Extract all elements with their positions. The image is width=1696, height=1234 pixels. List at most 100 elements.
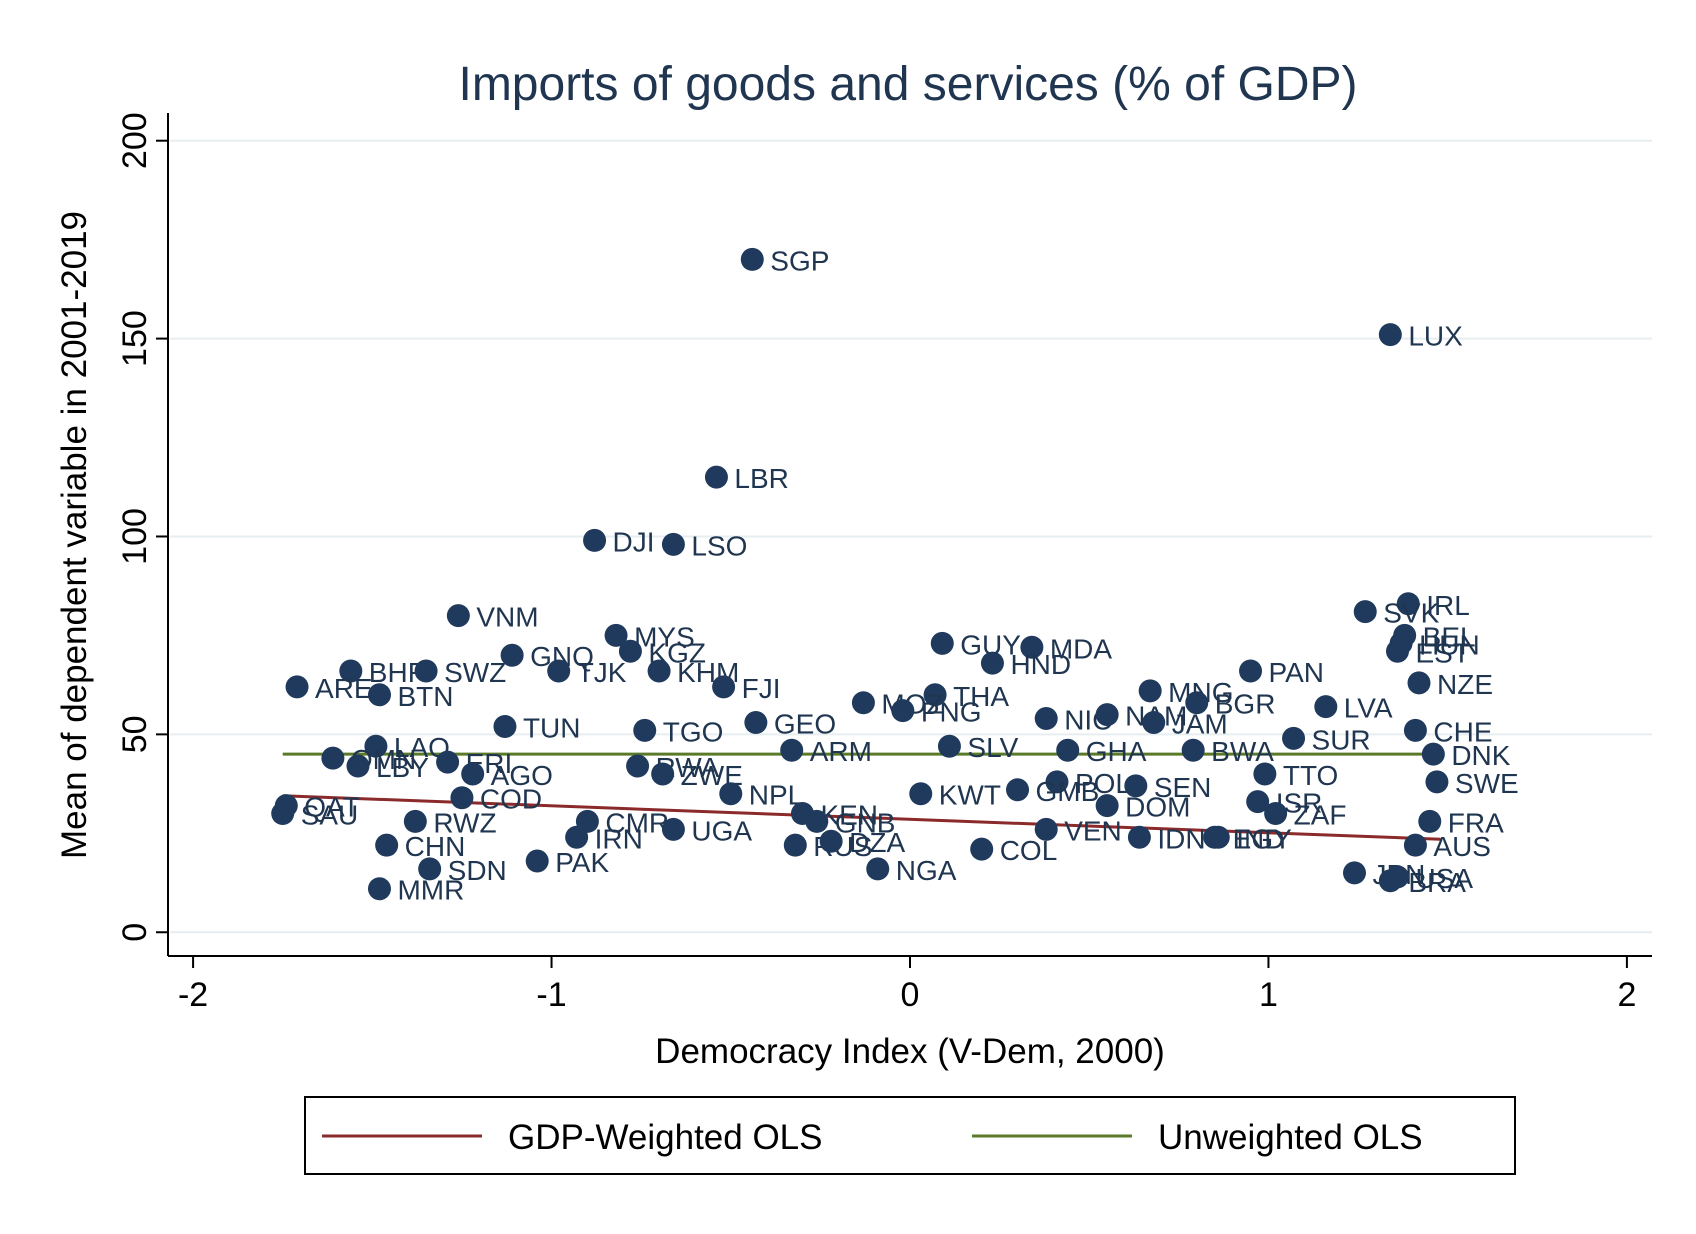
data-point (805, 809, 829, 833)
x-axis-label: Democracy Index (V-Dem, 2000) (655, 1032, 1165, 1071)
data-label: SWZ (444, 657, 506, 688)
data-point (1421, 742, 1445, 766)
data-point (647, 659, 671, 683)
x-tick-label: 2 (1617, 976, 1636, 1014)
data-point (712, 675, 736, 699)
data-label: BEL (1423, 621, 1476, 652)
data-point (633, 718, 657, 742)
legend-label-unweighted-ols: Unweighted OLS (1158, 1118, 1423, 1157)
data-point (339, 659, 363, 683)
data-label: LBR (734, 463, 788, 494)
y-axis-label: Mean of dependent variable in 2001-2019 (55, 211, 94, 859)
data-label: SVK (1383, 598, 1439, 629)
data-label: IDN (1157, 823, 1205, 854)
data-label: GHA (1086, 736, 1147, 767)
data-label: LSO (691, 530, 747, 561)
data-point (1425, 770, 1449, 794)
legend-label-gdp-weighted-ols: GDP-Weighted OLS (508, 1118, 823, 1157)
data-point (403, 809, 427, 833)
data-point (446, 604, 470, 628)
data-label: JAM (1172, 708, 1228, 739)
data-point (1138, 679, 1162, 703)
data-label: ZAF (1294, 800, 1347, 831)
legend-box (304, 1096, 1516, 1175)
x-tick-label: 0 (901, 976, 920, 1014)
data-point (1378, 869, 1402, 893)
data-label: BWA (1211, 736, 1274, 767)
data-point (970, 837, 994, 861)
data-label: BTN (397, 681, 453, 712)
data-label: DNK (1451, 740, 1510, 771)
legend: GDP-Weighted OLS Unweighted OLS (304, 1096, 1516, 1175)
data-label: LVA (1344, 693, 1393, 724)
data-point (1385, 639, 1409, 663)
data-point (626, 754, 650, 778)
data-label: THA (953, 681, 1009, 712)
data-point (1124, 774, 1148, 798)
data-point (271, 802, 295, 826)
data-point (1095, 794, 1119, 818)
y-tick-label: 150 (116, 310, 154, 367)
data-point (321, 746, 345, 770)
data-label: VEN (1064, 815, 1122, 846)
data-label: SEN (1154, 772, 1212, 803)
data-point (1407, 671, 1431, 695)
data-label: CMR (605, 807, 669, 838)
data-label: MYS (634, 621, 695, 652)
data-point (1045, 770, 1069, 794)
data-label: TJK (577, 657, 627, 688)
data-label: TGO (663, 716, 724, 747)
data-point (1418, 809, 1442, 833)
data-label: MDA (1050, 633, 1113, 664)
data-point (547, 659, 571, 683)
data-point (780, 738, 804, 762)
data-label: EST (1415, 637, 1469, 668)
data-point (375, 833, 399, 857)
data-label: ARE (315, 673, 373, 704)
data-point (367, 683, 391, 707)
data-point (651, 762, 675, 786)
data-point (1282, 726, 1306, 750)
data-point (851, 691, 875, 715)
data-label: UGA (691, 815, 752, 846)
data-label: SGP (770, 245, 829, 276)
data-label: IRL (1426, 590, 1470, 621)
data-point (346, 754, 370, 778)
data-point (909, 782, 933, 806)
data-label: RWZ (433, 807, 496, 838)
data-point (418, 857, 442, 881)
data-point (1127, 825, 1151, 849)
data-label: BRA (1408, 867, 1466, 898)
data-point (1034, 817, 1058, 841)
data-label: KWT (939, 780, 1001, 811)
data-point (740, 247, 764, 271)
y-tick-label: 100 (116, 508, 154, 565)
data-label: COL (1000, 835, 1058, 866)
data-label: SWE (1455, 768, 1519, 799)
data-point (436, 750, 460, 774)
data-label: GNB (835, 807, 896, 838)
data-point (500, 643, 524, 667)
data-point (367, 877, 391, 901)
data-point (1020, 635, 1044, 659)
data-point (364, 734, 388, 758)
data-point (1353, 600, 1377, 624)
data-point (1314, 695, 1338, 719)
data-point (1142, 710, 1166, 734)
data-point (1253, 762, 1277, 786)
plot-area: 0 50 100 150 200 -2 -1 0 1 2 SGP LUX LBR DJI LSO IRL V… (116, 112, 1652, 1014)
data-point (565, 825, 589, 849)
data-label: BGR (1215, 689, 1276, 720)
data-point (819, 829, 843, 853)
data-label: MMR (397, 875, 464, 906)
data-point (937, 734, 961, 758)
data-label: VNM (476, 602, 538, 633)
data-point (1403, 833, 1427, 857)
data-point (891, 699, 915, 723)
data-label: POL (1075, 768, 1131, 799)
data-point (1206, 825, 1230, 849)
data-label: KEN (820, 800, 878, 831)
data-point (719, 782, 743, 806)
data-point (1239, 659, 1263, 683)
